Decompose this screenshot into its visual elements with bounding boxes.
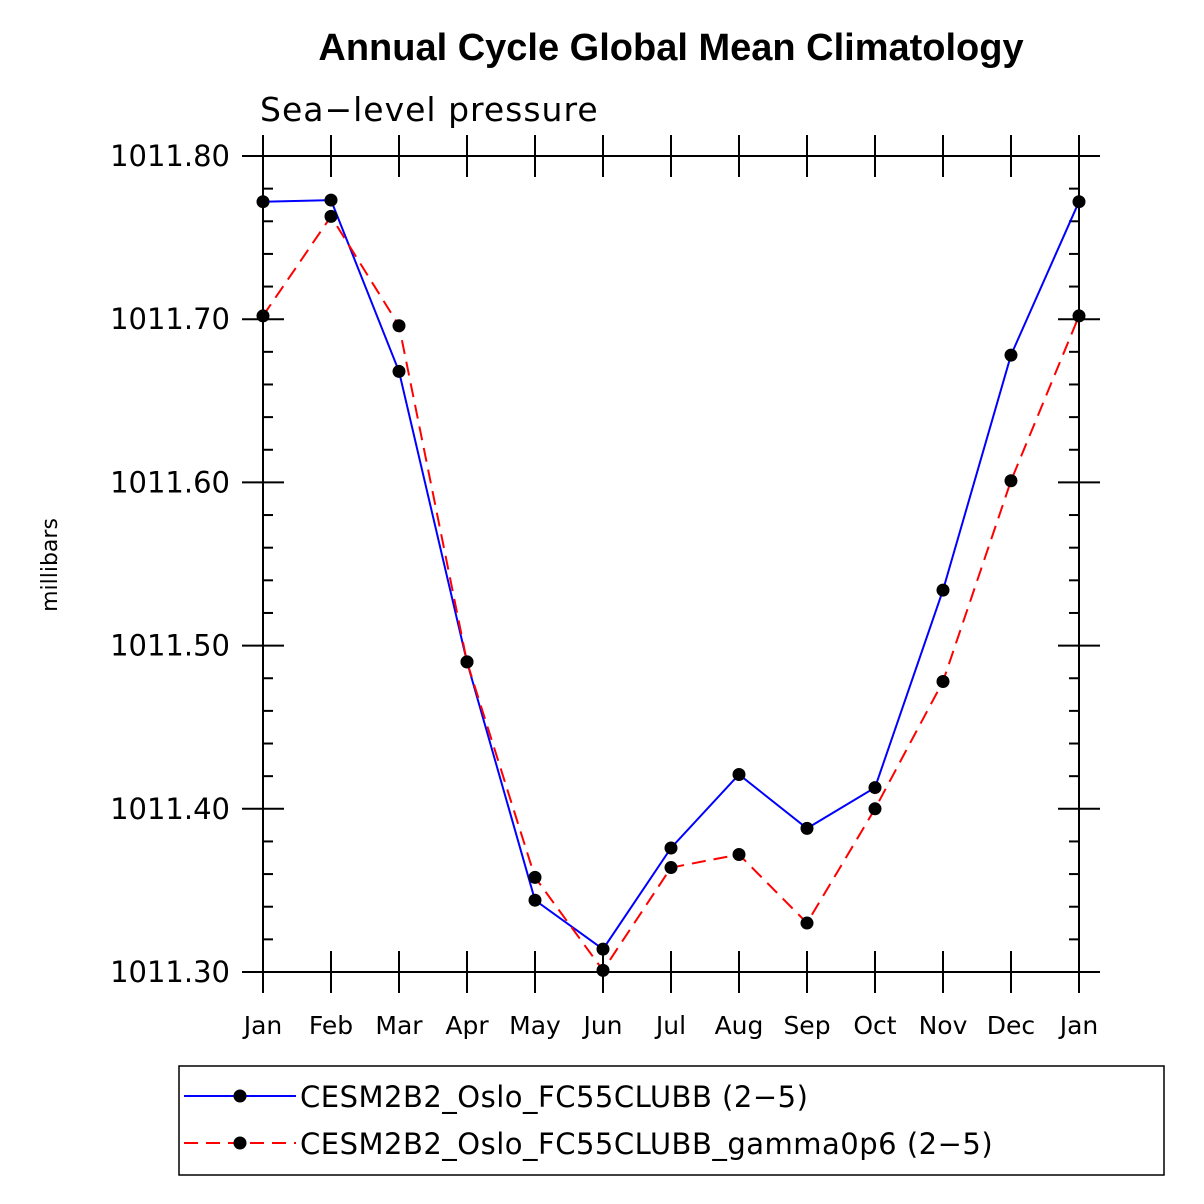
series-2-point xyxy=(256,309,270,323)
series-2-point xyxy=(324,209,338,223)
y-tick-label: 1011.50 xyxy=(110,629,230,663)
chart-subtitle: Sea−level pressure xyxy=(260,90,599,129)
series-2-point xyxy=(528,870,542,884)
y-tick-label: 1011.40 xyxy=(110,792,230,826)
series-2-point xyxy=(1004,474,1018,488)
x-tick-label: May xyxy=(509,1011,561,1040)
legend-label-2: CESM2B2_Oslo_FC55CLUBB_gamma0p6 (2−5) xyxy=(300,1127,993,1161)
x-axis-ticks: Jan Feb Mar Apr May Jun Jul Aug Sep Oct Nov Dec Jan xyxy=(242,135,1099,1040)
series-2-point xyxy=(392,319,406,333)
series-1-point xyxy=(1072,195,1086,209)
series-1-point xyxy=(868,781,882,795)
series-2-point xyxy=(460,655,474,669)
series-2-point xyxy=(800,916,814,930)
series-2-point xyxy=(936,675,950,689)
series-1-point xyxy=(800,821,814,835)
x-tick-label: Sep xyxy=(783,1011,830,1040)
series-1-point xyxy=(664,841,678,855)
series-1-point xyxy=(528,893,542,907)
x-tick-label: Jun xyxy=(581,1011,622,1040)
series-1-point xyxy=(732,768,746,782)
x-tick-label: Jul xyxy=(654,1011,686,1040)
y-axis-label: millibars xyxy=(38,518,63,612)
y-axis-ticks: 1011.30 1011.40 1011.50 1011.60 1011.70 1011.… xyxy=(110,139,1100,989)
series-1-point xyxy=(256,195,270,209)
series-2-point xyxy=(1072,309,1086,323)
series-2-point xyxy=(868,802,882,816)
series-1-point xyxy=(596,942,610,956)
series-2-point xyxy=(732,847,746,861)
series-2-point xyxy=(596,963,610,977)
y-tick-label: 1011.70 xyxy=(110,302,230,336)
y-tick-label: 1011.30 xyxy=(110,955,230,989)
series-line-2 xyxy=(262,214,1080,973)
y-tick-label: 1011.60 xyxy=(110,465,230,499)
series-1-point xyxy=(392,364,406,378)
series-1-point xyxy=(1004,348,1018,362)
x-tick-label: Oct xyxy=(853,1011,896,1040)
x-tick-label: Mar xyxy=(375,1011,423,1040)
x-tick-label: Apr xyxy=(445,1011,489,1040)
x-tick-label: Dec xyxy=(987,1011,1035,1040)
x-tick-label: Feb xyxy=(309,1011,353,1040)
legend-label-1: CESM2B2_Oslo_FC55CLUBB (2−5) xyxy=(300,1080,808,1114)
x-tick-label: Aug xyxy=(715,1011,764,1040)
y-tick-label: 1011.80 xyxy=(110,139,230,173)
x-tick-label: Nov xyxy=(919,1011,968,1040)
series-1-point xyxy=(324,193,338,207)
series-2-point xyxy=(664,861,678,875)
series-1-point xyxy=(936,583,950,597)
x-tick-label: Jan xyxy=(242,1011,283,1040)
legend-marker-2 xyxy=(233,1136,247,1150)
x-tick-label: Jan xyxy=(1058,1011,1099,1040)
data-series xyxy=(256,193,1086,977)
legend-box xyxy=(178,1065,1165,1176)
legend: CESM2B2_Oslo_FC55CLUBB (2−5) CESM2B2_Oslo… xyxy=(178,1065,1165,1176)
legend-marker-1 xyxy=(233,1089,247,1103)
chart-title: Annual Cycle Global Mean Climatology xyxy=(318,27,1023,69)
series-line-1 xyxy=(262,199,1080,951)
